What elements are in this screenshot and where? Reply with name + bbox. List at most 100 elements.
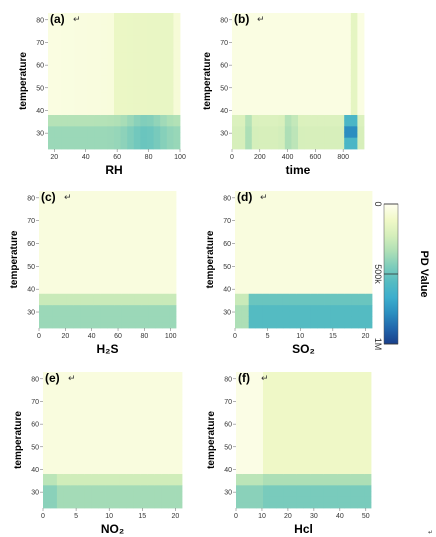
y-tick-label: 50 <box>220 85 228 92</box>
heatmap-cell <box>140 383 148 390</box>
heatmap-cell <box>296 248 304 255</box>
heatmap-cell <box>100 213 108 220</box>
heatmap-cell <box>350 389 358 396</box>
heatmap-cell <box>298 52 305 59</box>
heatmap-cell <box>162 230 170 238</box>
heatmap-cell <box>258 137 266 144</box>
heatmap-cell <box>256 428 264 435</box>
heatmap-cell <box>169 219 177 226</box>
heatmap-cell <box>59 270 67 278</box>
heatmap-cell <box>324 24 332 31</box>
heatmap-cell <box>63 474 72 481</box>
heatmap-cell <box>298 47 305 54</box>
heatmap-cell <box>126 383 134 390</box>
heatmap-cell <box>296 270 304 278</box>
heatmap-cell <box>317 242 325 249</box>
heatmap-cell <box>289 225 298 232</box>
heatmap-cell <box>245 35 253 42</box>
heatmap-cell <box>265 35 272 42</box>
heatmap-cell <box>147 462 155 469</box>
heatmap-cell <box>282 270 291 278</box>
heatmap-cell <box>154 428 162 435</box>
heatmap-cell <box>133 109 141 116</box>
heatmap-cell <box>141 230 149 238</box>
heatmap-cell <box>357 468 365 475</box>
heatmap-cell <box>303 445 311 452</box>
heatmap-cell <box>173 120 181 127</box>
heatmap-cell <box>248 202 256 209</box>
heatmap-cell <box>107 69 115 76</box>
heatmap-cell <box>52 213 60 220</box>
heatmap-cell <box>317 491 325 498</box>
heatmap-cell <box>133 98 141 105</box>
heatmap-cell <box>271 64 279 71</box>
heatmap-cell <box>324 242 332 249</box>
heatmap-cell <box>133 479 141 486</box>
heatmap-cell <box>153 24 161 31</box>
heatmap-cell <box>80 225 88 232</box>
heatmap-cell <box>350 400 358 407</box>
heatmap-cell <box>278 86 286 93</box>
heatmap-cell <box>310 253 318 260</box>
heatmap-cell <box>263 491 271 498</box>
heatmap-cell <box>269 259 277 266</box>
heatmap-cell <box>357 92 365 99</box>
heatmap-cell <box>67 109 75 116</box>
heatmap-cell <box>54 137 62 144</box>
heatmap-cell <box>324 322 332 329</box>
heatmap-cell <box>276 411 284 418</box>
heatmap-cell <box>278 98 286 105</box>
heatmap-cell <box>241 219 250 226</box>
heatmap-cell <box>73 242 81 249</box>
heatmap-cell <box>148 316 156 323</box>
heatmap-cell <box>43 417 51 424</box>
heatmap-cell <box>54 126 62 133</box>
heatmap-cell <box>284 75 292 82</box>
heatmap-cell <box>141 242 149 249</box>
heatmap-cell <box>337 417 345 424</box>
heatmap-cell <box>114 13 121 20</box>
heatmap-cell <box>81 24 88 31</box>
heatmap-cell <box>63 383 72 390</box>
heatmap-cell <box>255 208 263 215</box>
heatmap-cell <box>303 406 311 413</box>
heatmap-cell <box>94 92 102 99</box>
heatmap-cell <box>358 230 366 238</box>
heatmap-cell <box>249 417 257 424</box>
heatmap-cell <box>238 109 246 116</box>
heatmap-cell <box>236 491 244 498</box>
heatmap-cell <box>128 236 136 243</box>
heatmap-cell <box>255 270 263 278</box>
heatmap-cell <box>93 219 102 226</box>
heatmap-cell <box>317 265 325 272</box>
heatmap-cell <box>140 400 148 407</box>
heatmap-cell <box>365 196 373 203</box>
heatmap-cell <box>56 474 65 481</box>
heatmap-cell <box>269 434 277 441</box>
heatmap-cell <box>298 109 305 116</box>
heatmap-cell <box>357 13 365 20</box>
heatmap-cell <box>73 225 81 232</box>
heatmap-cell <box>323 411 331 418</box>
heatmap-cell <box>93 322 102 329</box>
heatmap-cell <box>331 75 338 82</box>
heatmap-cell <box>121 230 129 238</box>
heatmap-cell <box>330 310 339 317</box>
heatmap-cell <box>87 69 95 76</box>
heatmap-cell <box>310 485 318 492</box>
heatmap-cell <box>344 389 352 396</box>
heatmap-cell <box>317 69 325 76</box>
heatmap-cell <box>278 13 286 20</box>
y-tick-label: 50 <box>31 444 39 451</box>
heatmap-cell <box>120 81 128 88</box>
heatmap-cell <box>61 137 69 144</box>
heatmap-cell <box>66 270 74 278</box>
heatmap-cell <box>121 202 129 209</box>
heatmap-cell <box>258 58 266 65</box>
heatmap-cell <box>310 282 318 289</box>
heatmap-cell <box>133 428 141 435</box>
heatmap-cell <box>358 316 366 323</box>
heatmap-cell <box>298 35 305 42</box>
heatmap-cell <box>86 276 95 283</box>
